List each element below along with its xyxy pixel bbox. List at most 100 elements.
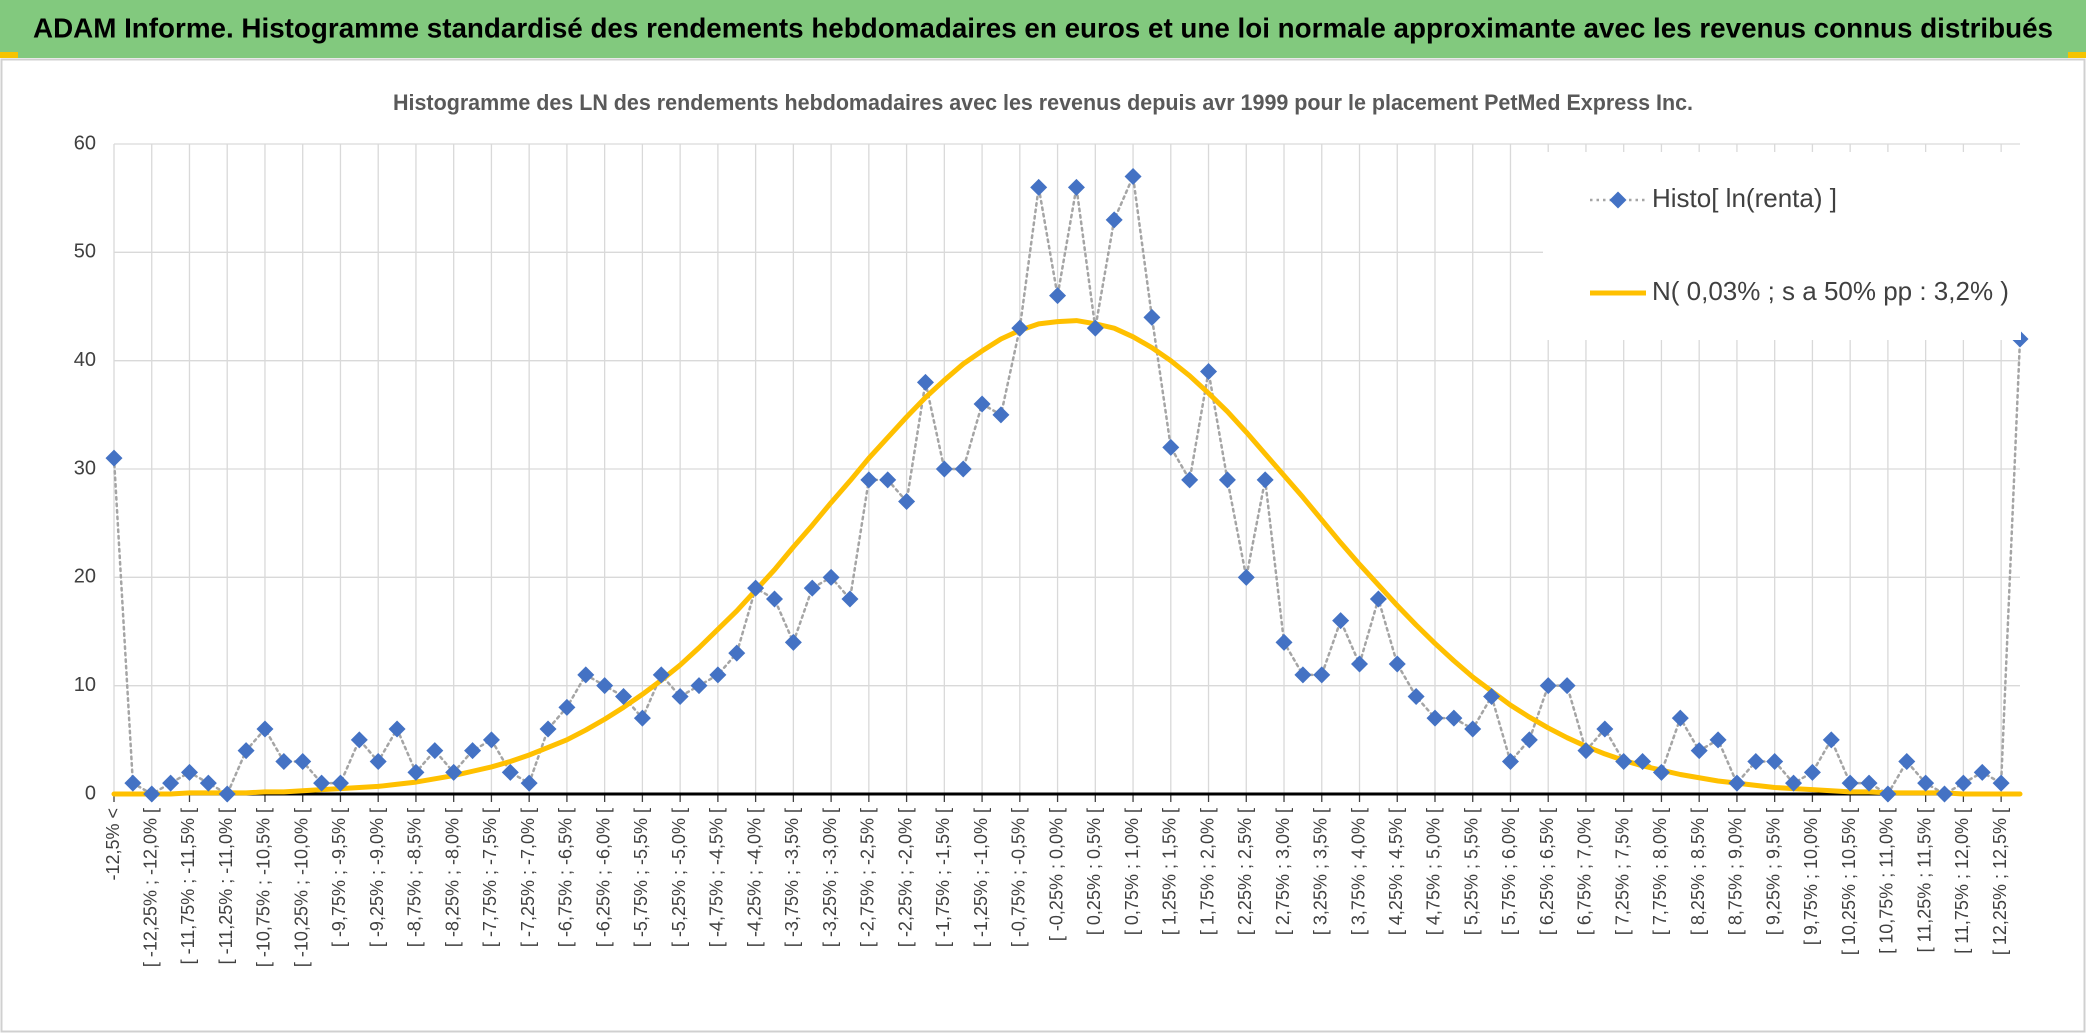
x-tick-label: [ -8,75% ; -8,5% [ [405,808,425,947]
data-point [1407,688,1425,705]
x-tick-label: [ 9,25% ; 9,5% [ [1763,808,1783,935]
data-point [426,742,444,760]
data-point [879,471,897,489]
data-point [1049,287,1067,305]
data-point [1520,731,1538,749]
data-point [615,688,633,705]
x-tick-label: -12,5% < [103,808,123,881]
data-point [313,774,331,792]
data-point [1558,677,1576,695]
data-point [1200,363,1218,380]
data-point [180,763,198,781]
x-tick-label: [ -1,75% ; -1,5% [ [933,808,953,947]
data-point [1501,753,1519,770]
x-tick-label: [ 5,75% ; 6,0% [ [1499,808,1519,935]
data-point [1445,709,1463,727]
data-point [1181,471,1199,489]
x-tick-label: [ 12,25% ; 12,5% [ [1990,808,2010,955]
data-point [1747,753,1765,770]
data-point [1086,319,1104,337]
x-tick-label: [ -2,75% ; -2,5% [ [858,808,878,947]
data-point [671,688,689,705]
data-point [388,720,406,738]
data-point [690,677,708,695]
data-point [464,742,482,760]
data-point [1030,178,1048,196]
data-point [596,677,614,695]
x-tick-label: [ -2,25% ; -2,0% [ [895,808,915,947]
data-point [1992,774,2010,792]
data-point [1294,666,1312,684]
x-tick-label: [ 6,75% ; 7,0% [ [1575,808,1595,935]
data-point [143,785,161,803]
data-point [973,395,991,413]
x-tick-label: [ -6,75% ; -6,5% [ [556,808,576,947]
data-point [501,763,519,781]
data-point [1860,774,1878,792]
data-point [1898,753,1916,770]
data-point [105,449,123,467]
legend: Histo[ ln(renta) ] N( 0,03% ; s a 50% pp … [1543,152,2021,340]
series-line [111,318,2023,797]
data-point [369,753,387,770]
plot [105,168,2029,803]
x-tick-label: [ 3,25% ; 3,5% [ [1311,808,1331,935]
data-point [331,774,349,792]
data-point [1539,677,1557,695]
x-tick-label: [ -6,25% ; -6,0% [ [593,808,613,947]
x-tick-label: [ -10,75% ; -10,5% [ [254,808,274,967]
data-point [728,644,746,662]
legend-label: N( 0,03% ; s a 50% pp : 3,2% ) [1652,276,2009,306]
data-point [1067,178,1085,196]
data-point [747,579,765,597]
legend-box [1543,152,2021,340]
data-point [784,633,802,651]
data-point [1218,471,1236,489]
x-tick-label: [ 11,25% ; 11,5% [ [1914,808,1934,952]
data-point [1690,742,1708,760]
data-point [162,774,180,792]
data-point [1275,633,1293,651]
x-tick-label: [ 4,25% ; 4,5% [ [1386,808,1406,935]
x-tick-label: [ 1,25% ; 1,5% [ [1160,808,1180,935]
x-tick-label: [ 10,25% ; 10,5% [ [1839,808,1859,955]
data-point [1388,655,1406,673]
corner-mark [2068,52,2086,58]
data-point [1483,688,1501,705]
data-point [124,774,142,792]
data-point [1917,774,1935,792]
data-point [992,406,1010,424]
x-tick-label: [ 6,25% ; 6,5% [ [1537,808,1557,935]
x-tick-label: [ 2,25% ; 2,5% [ [1235,808,1255,935]
y-tick-label: 0 [85,782,96,804]
data-point [1954,774,1972,792]
data-point [1615,753,1633,770]
data-point [1822,731,1840,749]
data-point [482,731,500,749]
data-point [1351,655,1369,673]
x-tick-label: [ 10,75% ; 11,0% [ [1877,808,1897,954]
grid: -12,5% < [ -12,25% ; -12,0% [[ -11,75% ; … [74,132,2020,967]
x-tick-label: [ 0,75% ; 1,0% [ [1122,808,1142,935]
corner-mark [0,52,18,58]
data-point [860,471,878,489]
data-point [1709,731,1727,749]
x-tick-label: [ 2,75% ; 3,0% [ [1273,808,1293,935]
data-point [916,373,934,391]
data-point [1256,471,1274,489]
data-point [1728,774,1746,792]
data-point [577,666,595,684]
data-point [294,753,312,770]
data-point [1766,753,1784,770]
x-tick-label: [ -12,25% ; -12,0% [ [140,808,160,967]
data-point [1162,438,1180,456]
data-point [350,731,368,749]
data-point [1332,612,1350,630]
x-tick-label: [ -11,25% ; -11,0% [ [216,808,236,964]
x-tick-label: [ -0,25% ; 0,0% [ [1046,808,1066,941]
x-tick-label: [ 4,75% ; 5,0% [ [1424,808,1444,935]
data-point [539,720,557,738]
x-tick-label: [ -9,75% ; -9,5% [ [329,808,349,947]
x-tick-label: [ 5,25% ; 5,5% [ [1461,808,1481,935]
